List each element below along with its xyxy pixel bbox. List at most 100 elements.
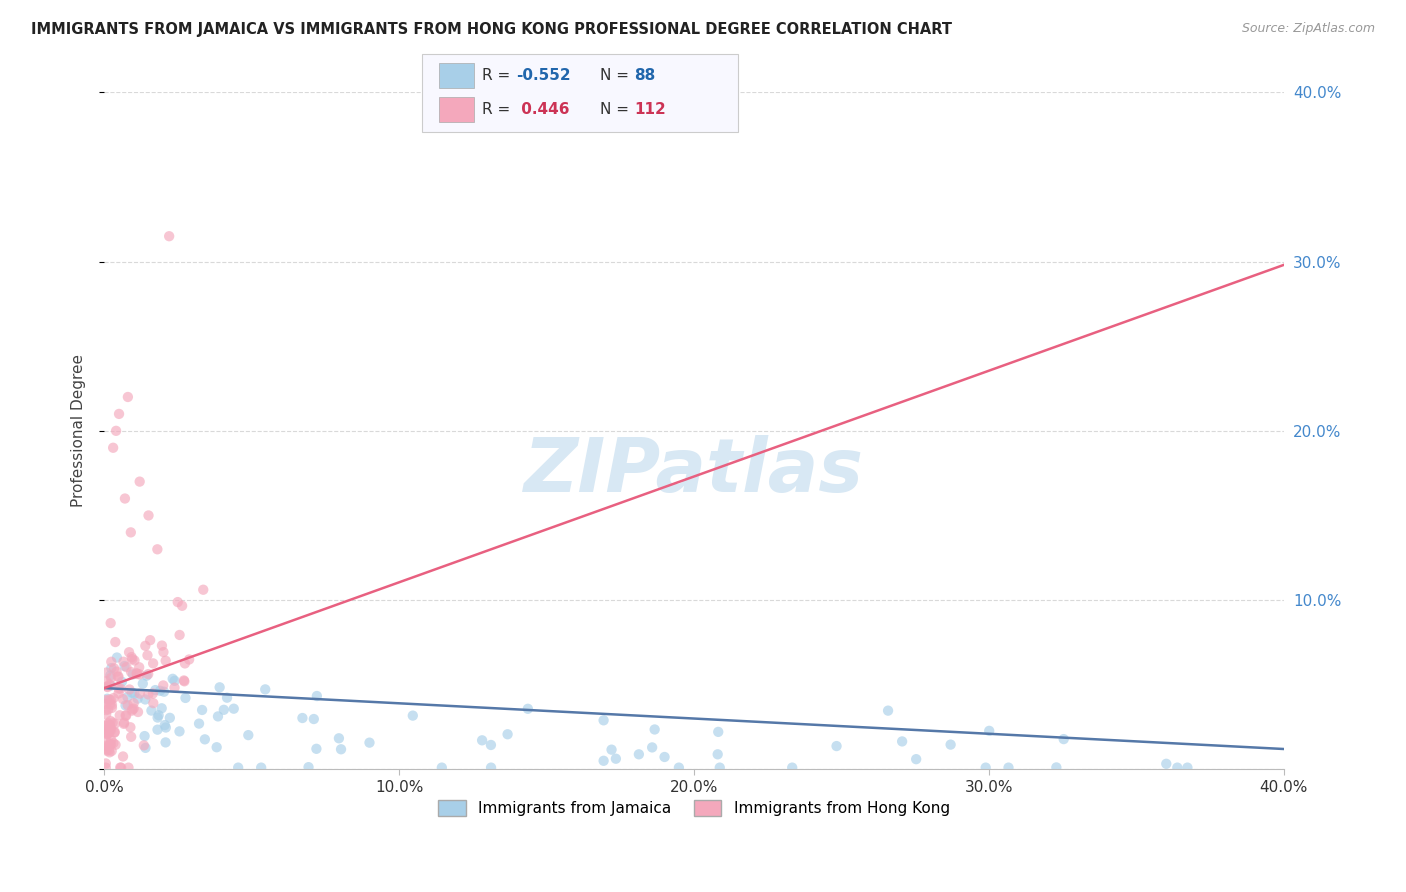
Point [152,678,174,692]
Point [118,682,141,697]
Point [94,733,117,747]
Point [112,715,135,730]
Point [654,750,676,764]
Point [98,697,121,711]
Point [97,743,120,757]
Point [302,712,325,726]
Point [238,728,260,742]
Point [127,705,149,719]
Point [605,752,627,766]
Point [120,665,142,679]
Point [98,725,121,739]
Point [208,681,231,695]
Point [96,744,118,758]
Point [212,703,235,717]
Point [120,720,142,734]
Point [174,657,197,671]
Point [100,693,122,707]
Point [142,696,165,710]
Text: R =: R = [482,69,516,83]
Point [121,667,143,681]
Point [128,687,150,701]
Point [94,693,117,707]
Text: IMMIGRANTS FROM JAMAICA VS IMMIGRANTS FROM HONG KONG PROFESSIONAL DEGREE CORRELA: IMMIGRANTS FROM JAMAICA VS IMMIGRANTS FR… [31,22,952,37]
Point [112,749,135,764]
Point [136,667,159,681]
Point [100,671,122,685]
Point [120,730,142,744]
Point [103,661,125,675]
Point [142,686,165,700]
Point [191,703,214,717]
Point [117,761,139,775]
Point [100,738,122,752]
Point [100,714,122,728]
Point [114,659,136,673]
Point [107,686,129,700]
Point [193,582,215,597]
Point [169,628,191,642]
Point [103,691,125,706]
Point [104,725,127,739]
Point [94,707,117,722]
Point [1045,760,1067,774]
Point [100,655,122,669]
Point [1166,761,1188,775]
Point [179,652,201,666]
Point [100,732,122,747]
Point [121,702,143,716]
Point [155,654,177,668]
Point [98,737,121,751]
Point [121,704,143,718]
Point [107,670,129,684]
Point [94,725,117,739]
Point [94,756,117,771]
Point [101,441,124,455]
Point [105,650,128,665]
Point [107,670,129,684]
Point [207,709,229,723]
Point [134,692,156,706]
Point [163,673,186,688]
Point [94,703,117,717]
Point [122,701,145,715]
Point [134,639,156,653]
Point [125,667,148,681]
Point [108,708,131,723]
Point [108,407,131,421]
Point [1156,756,1178,771]
Point [402,708,425,723]
Point [250,761,273,775]
Point [143,683,166,698]
Point [641,740,664,755]
Point [115,708,138,723]
Point [153,684,176,698]
Point [150,639,173,653]
Point [96,691,118,706]
Point [359,736,381,750]
Point [110,681,132,696]
Point [94,742,117,756]
Point [136,648,159,663]
Point [328,731,350,746]
Point [104,635,127,649]
Point [138,688,160,702]
Point [97,702,120,716]
Point [939,738,962,752]
Point [100,679,122,693]
Point [97,716,120,731]
Point [305,689,328,703]
Text: 0.446: 0.446 [516,103,569,117]
Point [134,740,156,755]
Text: 88: 88 [634,69,655,83]
Point [96,665,118,680]
Point [430,761,453,775]
Point [121,652,143,666]
Y-axis label: Professional Degree: Professional Degree [72,354,86,508]
Point [297,760,319,774]
Point [330,742,353,756]
Point [128,660,150,674]
Point [157,229,180,244]
Point [98,692,121,706]
Point [707,724,730,739]
